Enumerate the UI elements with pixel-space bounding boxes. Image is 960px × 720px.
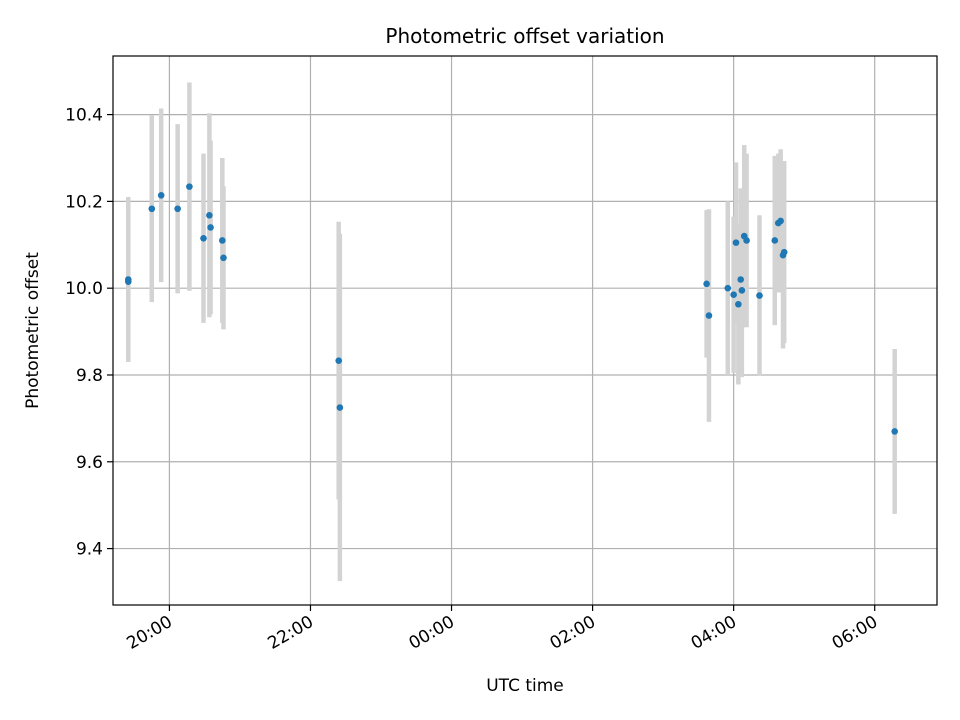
data-point	[206, 211, 213, 219]
y-tick-label: 10.0	[65, 279, 103, 299]
data-point	[735, 300, 742, 308]
plot-frame	[112, 55, 938, 606]
data-point	[705, 312, 713, 319]
data-point	[738, 287, 746, 294]
y-axis-label: Photometric offset	[23, 252, 43, 409]
y-axis-ticks: 9.4 9.6 9.8 10.0 10.2 10.4	[65, 106, 113, 560]
data-point	[219, 237, 226, 244]
point-layer	[124, 183, 898, 435]
data-point	[148, 205, 156, 213]
x-axis-ticks: 20:00 22:00 00:00 02:00 04:00 06:00	[123, 605, 881, 654]
data-point	[780, 248, 788, 256]
y-tick-label: 9.6	[76, 453, 103, 473]
chart-title: Photometric offset variation	[385, 24, 664, 48]
data-point	[186, 183, 193, 190]
y-tick-label: 9.4	[76, 540, 103, 560]
data-point	[771, 237, 779, 244]
y-tick-label: 9.8	[76, 366, 103, 386]
data-point	[703, 280, 710, 288]
data-point	[743, 237, 750, 244]
data-point	[891, 428, 898, 435]
data-point	[737, 276, 744, 283]
data-point	[220, 254, 227, 262]
data-point	[756, 292, 763, 299]
data-point	[207, 224, 214, 231]
data-point	[200, 234, 207, 242]
data-point	[174, 205, 181, 213]
data-point	[732, 239, 740, 246]
data-point	[124, 278, 132, 285]
data-point	[777, 217, 784, 225]
y-tick-label: 10.4	[65, 106, 103, 126]
data-point	[730, 291, 737, 298]
data-point	[336, 404, 344, 411]
y-tick-label: 10.2	[65, 192, 103, 212]
data-point	[724, 284, 732, 292]
data-point	[335, 357, 342, 364]
x-axis-label: UTC time	[486, 676, 564, 696]
data-point	[157, 192, 165, 199]
